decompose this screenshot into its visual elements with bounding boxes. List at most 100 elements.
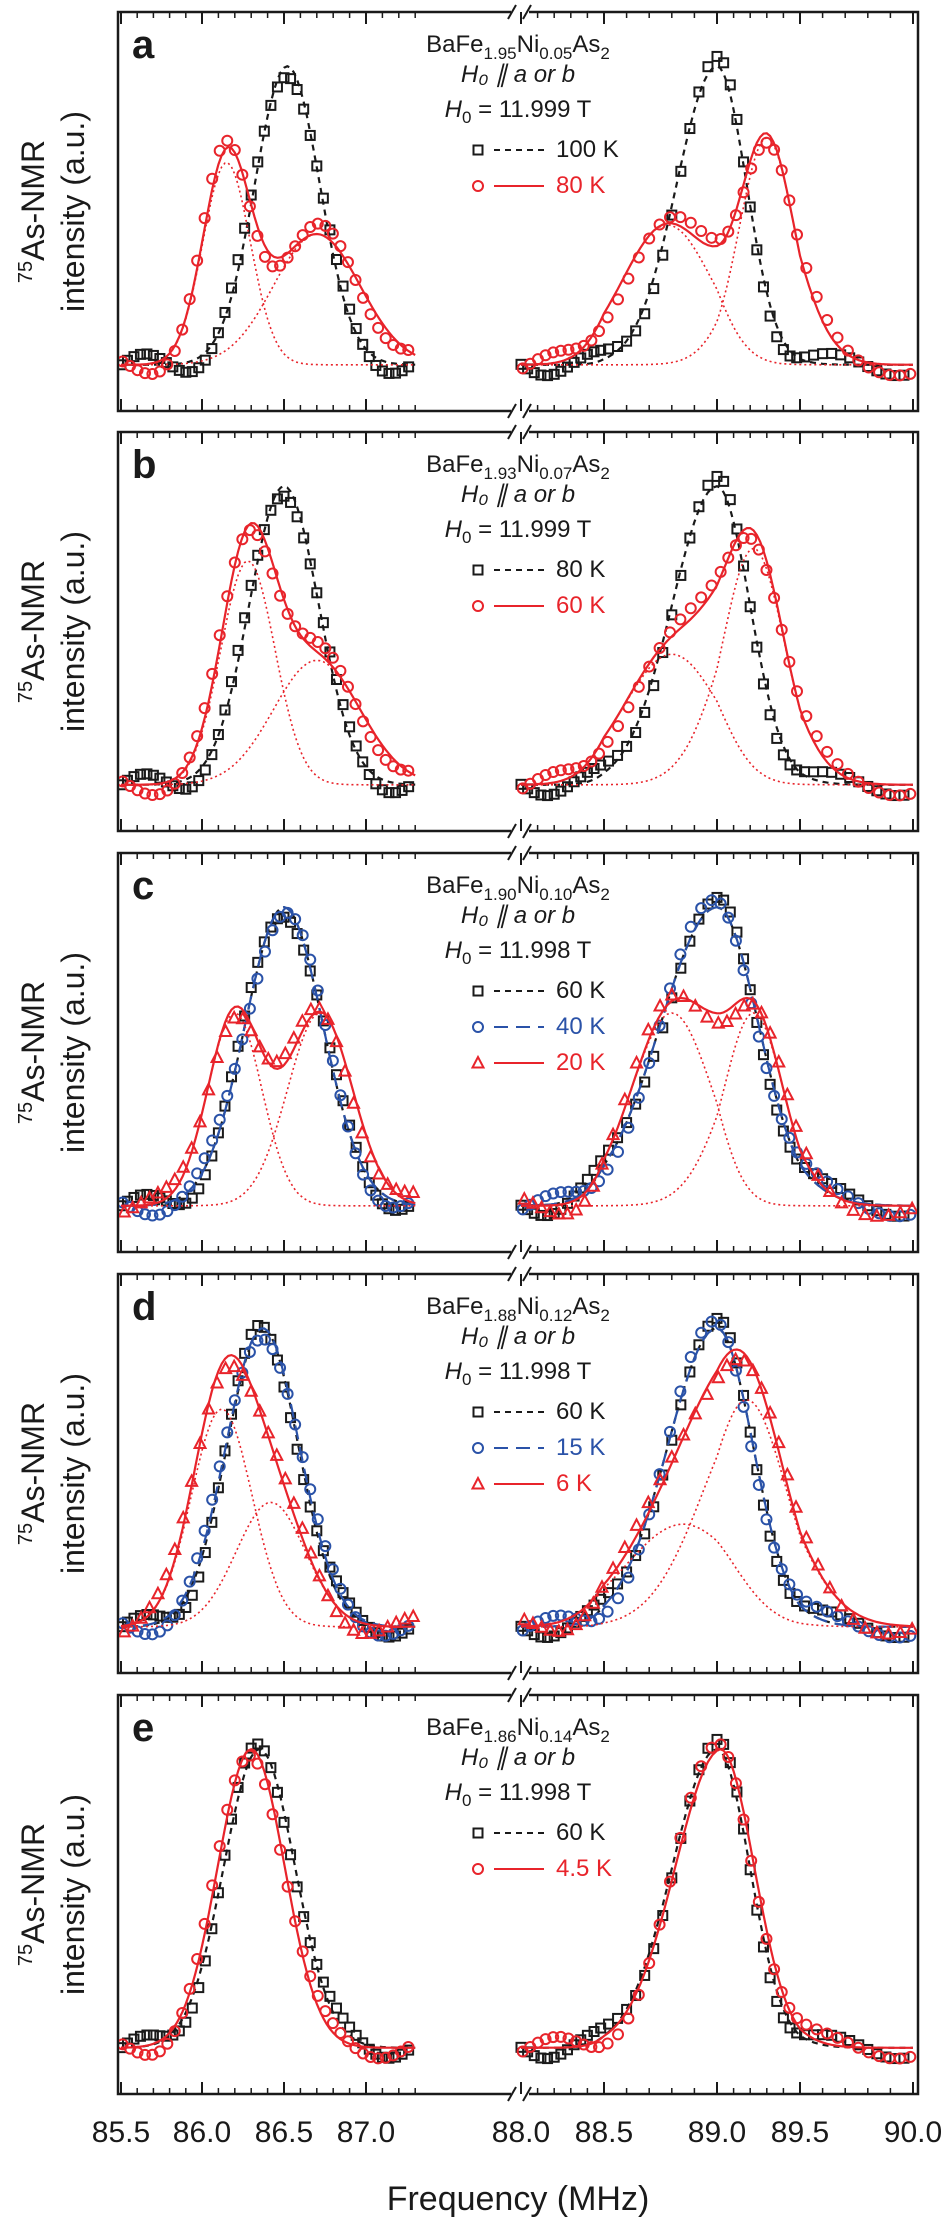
axis-break-mark (507, 4, 517, 20)
data-point (817, 348, 829, 360)
data-point (271, 1786, 283, 1798)
legend-label: 100 K (556, 136, 619, 163)
data-point (269, 1053, 284, 1068)
data-point (134, 348, 146, 360)
data-point (775, 1986, 788, 1999)
data-point (810, 290, 823, 303)
field-direction: H₀ ∥ a or b (461, 481, 575, 508)
data-point (562, 343, 575, 356)
data-point (612, 720, 625, 733)
component-curve (121, 560, 416, 786)
data-point (821, 2027, 834, 2040)
data-point (213, 1460, 226, 1473)
data-point (585, 755, 598, 768)
legend-marker (472, 600, 484, 612)
data-point (760, 564, 773, 577)
data-point (695, 1760, 708, 1773)
axis-break-mark (507, 1687, 517, 1703)
data-point (363, 1148, 378, 1163)
data-point (154, 1610, 166, 1622)
data-point (131, 364, 144, 377)
data-point (780, 1086, 795, 1101)
axis-break-mark (522, 2086, 532, 2102)
fit-curve (121, 1327, 416, 1628)
data-point (337, 1063, 353, 1077)
data-point (274, 259, 287, 272)
data-point (893, 1624, 908, 1638)
data-point (775, 623, 788, 636)
data-point (777, 344, 789, 356)
component-curve (121, 659, 416, 786)
data-point (153, 2045, 166, 2058)
data-point (324, 1561, 336, 1573)
data-point (601, 1605, 614, 1618)
data-point (652, 997, 668, 1012)
data-point (517, 1611, 532, 1626)
data-point (278, 1470, 293, 1485)
data-point (800, 2018, 813, 2031)
data-point (632, 1543, 645, 1556)
data-point (252, 1038, 267, 1053)
data-point (212, 1127, 224, 1139)
data-point (354, 1625, 370, 1639)
data-point (744, 601, 756, 613)
data-point (274, 589, 287, 602)
isotope-superscript: 75 (15, 1944, 37, 1966)
data-point (554, 1186, 567, 1199)
data-point (799, 1529, 814, 1544)
data-point (209, 1374, 225, 1389)
legend-label: 20 K (556, 1049, 605, 1076)
legend-marker (472, 180, 484, 192)
fit-curve (521, 485, 913, 786)
data-point (676, 1426, 691, 1441)
field-symbol: H (445, 516, 463, 543)
data-point (525, 1195, 541, 1209)
compound-formula: BaFe1.93Ni0.07As2 (426, 451, 610, 483)
data-point (714, 565, 727, 578)
data-point (191, 1167, 204, 1180)
fit-curve (121, 145, 416, 366)
y-axis-label-line2: intensity (a.u.) (55, 1373, 91, 1574)
data-point (354, 1124, 370, 1139)
data-point (344, 1119, 356, 1131)
data-point (737, 532, 750, 545)
data-point (705, 579, 718, 592)
x-tick-label: 86.5 (255, 2116, 313, 2149)
data-point (664, 986, 679, 1001)
fit-curve (121, 1748, 416, 2049)
data-point (641, 1494, 656, 1509)
data-point (547, 346, 560, 359)
data-point (674, 211, 687, 224)
data-point (142, 1599, 157, 1614)
data-point (714, 232, 727, 245)
data-point (133, 1610, 149, 1624)
data-point (639, 308, 651, 320)
data-point (141, 2029, 153, 2041)
data-point (605, 1126, 621, 1141)
y-axis-label-line2: intensity (a.u.) (55, 111, 91, 312)
component-curve (121, 1012, 416, 1207)
data-point (271, 493, 283, 505)
data-point (212, 1482, 224, 1494)
data-point (291, 84, 303, 96)
data-point (402, 764, 415, 777)
field-value: H0 = 11.998 T (445, 1358, 592, 1389)
data-point (239, 1347, 251, 1359)
data-point (648, 283, 660, 295)
data-point (236, 1755, 249, 1768)
data-point (212, 327, 224, 339)
data-point (777, 2012, 789, 2024)
data-point (622, 701, 635, 714)
data-point (757, 281, 769, 293)
data-point (821, 745, 834, 758)
data-point (752, 143, 765, 156)
data-point (699, 1008, 715, 1023)
formula-element: As (572, 1714, 600, 1741)
data-point (146, 1209, 159, 1222)
data-point (266, 1808, 279, 1821)
data-point (542, 2053, 554, 2065)
field-value-text: = 11.999 T (471, 516, 591, 543)
data-point (791, 352, 803, 364)
data-point (173, 364, 185, 376)
